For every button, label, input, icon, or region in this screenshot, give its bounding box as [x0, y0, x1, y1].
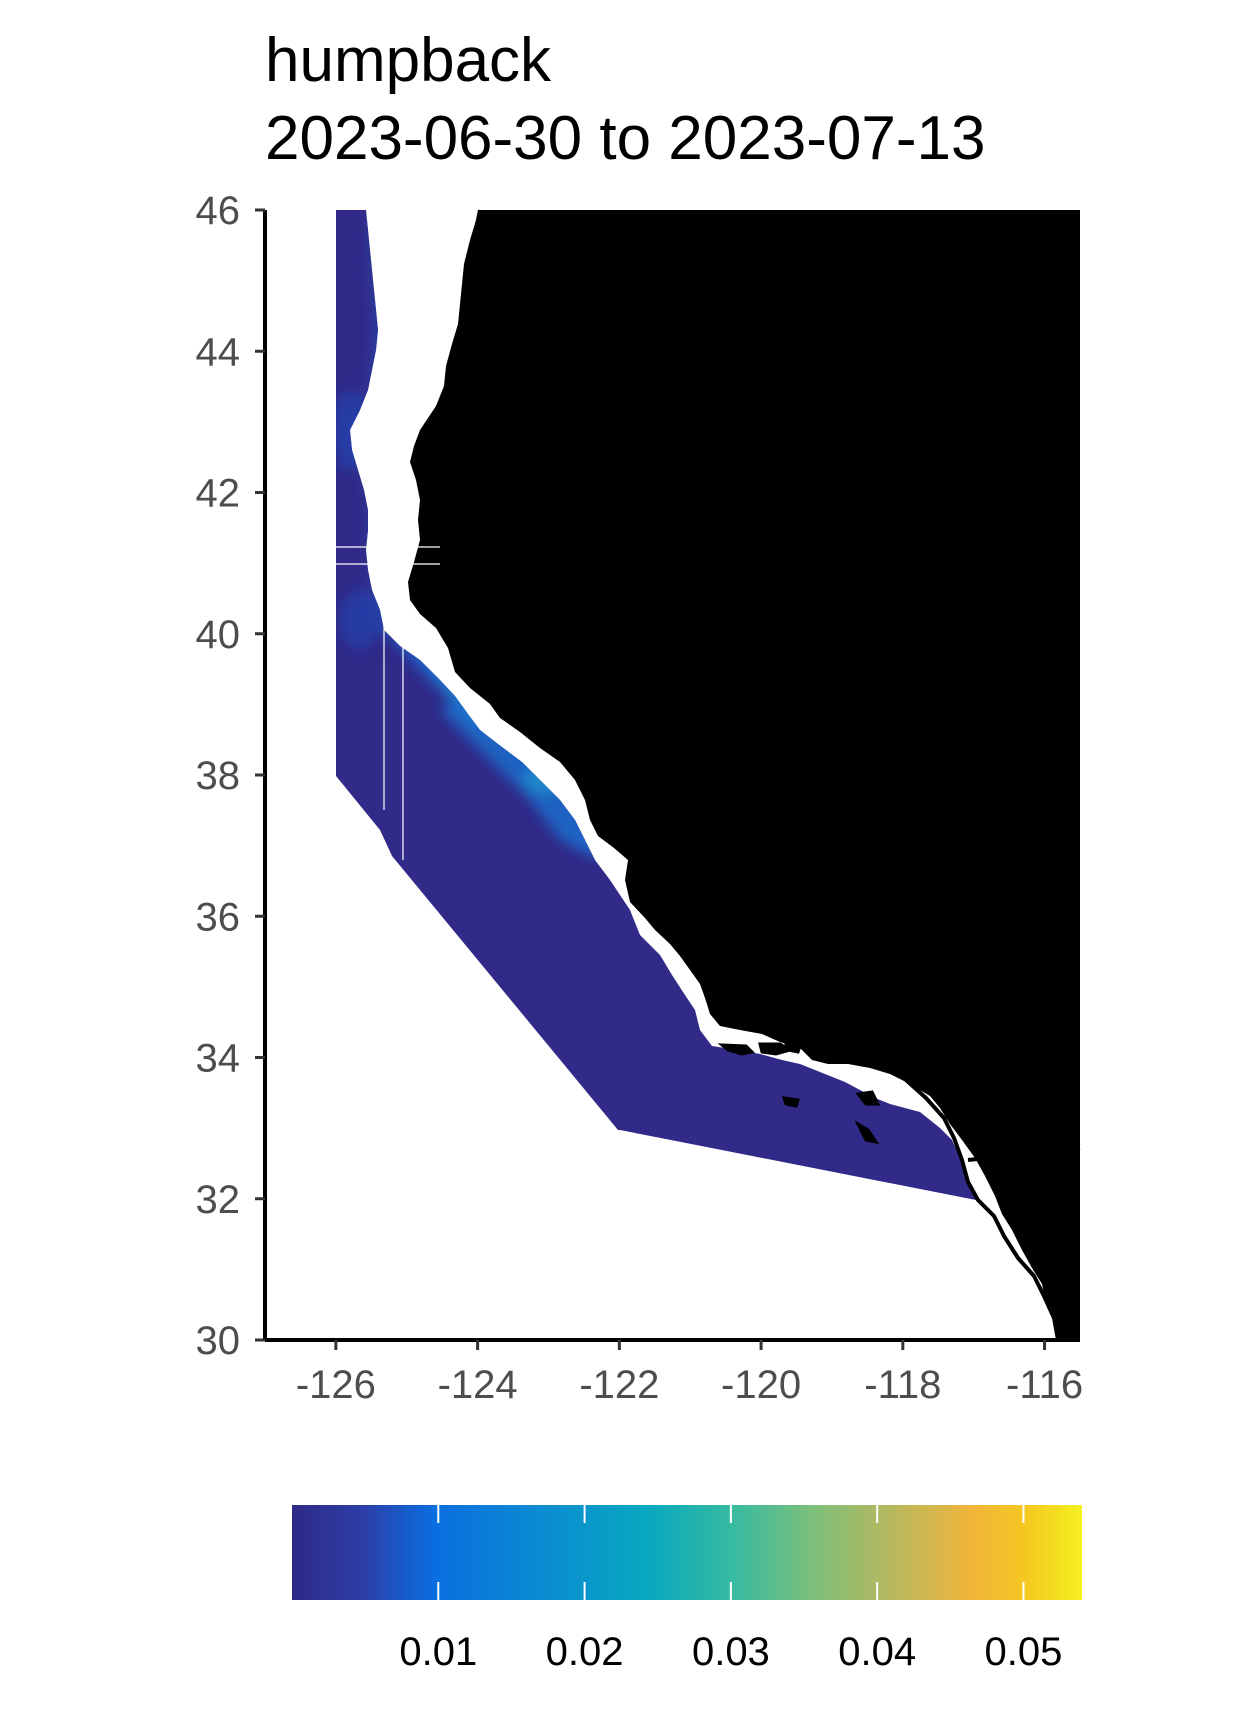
x-tick-label: -116 — [1006, 1363, 1083, 1407]
x-tick-label: -118 — [864, 1363, 941, 1407]
legend-tick-label: 0.04 — [838, 1630, 916, 1674]
y-tick-label: 34 — [196, 1037, 241, 1081]
legend-tick-label: 0.02 — [546, 1630, 624, 1674]
y-tick-label: 32 — [196, 1178, 241, 1222]
land-area — [408, 210, 1080, 1340]
y-tick-label: 40 — [196, 613, 241, 657]
y-tick-label: 46 — [196, 189, 241, 233]
x-tick-label: -126 — [296, 1363, 376, 1407]
map-title-species: humpback — [265, 26, 552, 95]
channel-islands — [717, 1042, 881, 1145]
y-tick-label: 30 — [196, 1319, 241, 1363]
x-tick-label: -120 — [721, 1363, 801, 1407]
color-legend: 0.01 0.02 0.03 0.04 0.05 — [292, 1505, 1082, 1674]
legend-colorbar — [292, 1505, 1082, 1600]
y-axis: 46 44 42 40 38 36 34 32 30 — [196, 189, 267, 1363]
y-tick-label: 36 — [196, 895, 241, 939]
x-axis: -126 -124 -122 -120 -118 -116 — [265, 1338, 1083, 1407]
y-tick-label: 44 — [196, 330, 241, 374]
legend-tick-label: 0.05 — [985, 1630, 1063, 1674]
y-tick-label: 42 — [196, 472, 241, 516]
legend-tick-label: 0.01 — [399, 1630, 477, 1674]
map-title-date-range: 2023-06-30 to 2023-07-13 — [265, 104, 986, 173]
x-tick-label: -124 — [438, 1363, 518, 1407]
legend-tick-label: 0.03 — [692, 1630, 770, 1674]
x-tick-label: -122 — [579, 1363, 659, 1407]
coastline — [438, 209, 1081, 1341]
y-tick-label: 38 — [196, 754, 241, 798]
